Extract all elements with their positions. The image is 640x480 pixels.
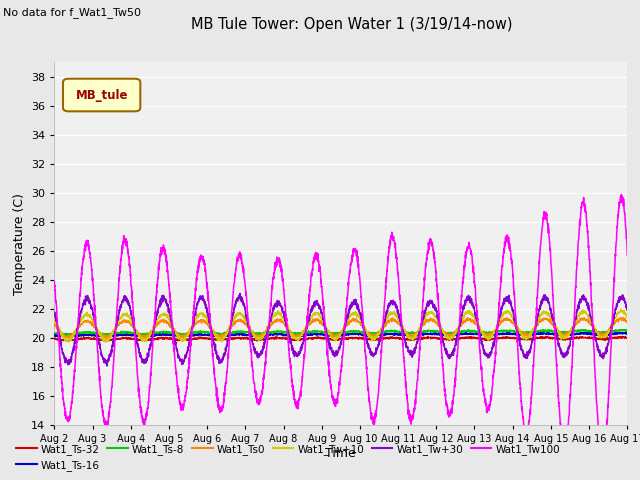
X-axis label: Time: Time [325,446,356,460]
Text: MB_tule: MB_tule [76,88,128,101]
Legend: Wat1_Ts-32, Wat1_Ts-16, Wat1_Ts-8, Wat1_Ts0, Wat1_Tw+10, Wat1_Tw+30, Wat1_Tw100: Wat1_Ts-32, Wat1_Ts-16, Wat1_Ts-8, Wat1_… [12,439,564,475]
Y-axis label: Temperature (C): Temperature (C) [13,192,26,295]
FancyBboxPatch shape [63,79,140,111]
Text: No data for f_Wat1_Tw50: No data for f_Wat1_Tw50 [3,7,141,18]
Text: MB Tule Tower: Open Water 1 (3/19/14-now): MB Tule Tower: Open Water 1 (3/19/14-now… [191,17,513,32]
